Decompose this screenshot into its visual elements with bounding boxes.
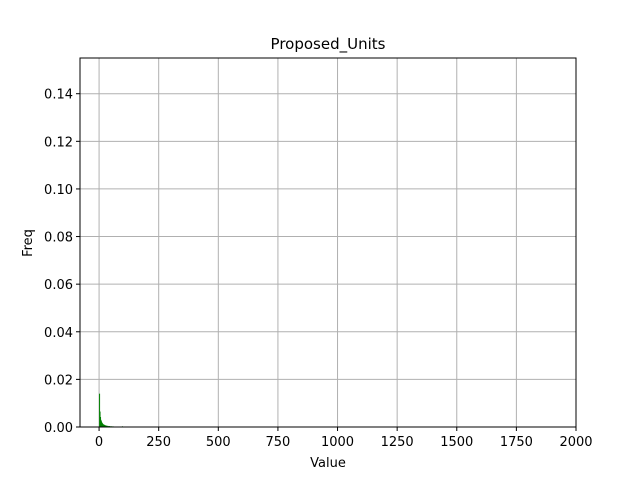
histogram-bar — [107, 425, 109, 427]
x-tick-label: 1750 — [500, 435, 533, 450]
x-axis-ticks: 0 250 500 750 1000 1250 1500 1750 2000 — [95, 427, 593, 450]
histogram-bar — [99, 393, 101, 427]
x-tick-label: 1000 — [321, 435, 354, 450]
y-axis-label: Freq — [21, 229, 36, 257]
y-tick-label: 0.06 — [44, 278, 73, 293]
chart-title: Proposed_Units — [271, 35, 386, 54]
plot-frame — [79, 57, 577, 428]
x-tick-label: 500 — [206, 435, 231, 450]
plot-area — [80, 58, 576, 427]
x-tick-label: 1500 — [440, 435, 473, 450]
x-tick-label: 750 — [266, 435, 291, 450]
y-tick-label: 0.12 — [44, 135, 73, 150]
y-tick-label: 0.02 — [44, 373, 73, 388]
y-tick-label: 0.14 — [44, 88, 73, 103]
x-tick-label: 2000 — [559, 435, 592, 450]
x-axis-label: Value — [310, 456, 346, 471]
y-axis-ticks: 0.00 0.02 0.04 0.06 0.08 0.10 0.12 0.14 — [44, 88, 80, 436]
histogram-bar — [106, 425, 108, 427]
y-tick-label: 0.00 — [44, 421, 73, 436]
y-tick-label: 0.08 — [44, 231, 73, 246]
y-tick-label: 0.10 — [44, 183, 73, 198]
x-tick-label: 0 — [95, 435, 103, 450]
y-tick-label: 0.04 — [44, 326, 73, 341]
x-tick-label: 250 — [146, 435, 171, 450]
x-tick-label: 1250 — [381, 435, 414, 450]
